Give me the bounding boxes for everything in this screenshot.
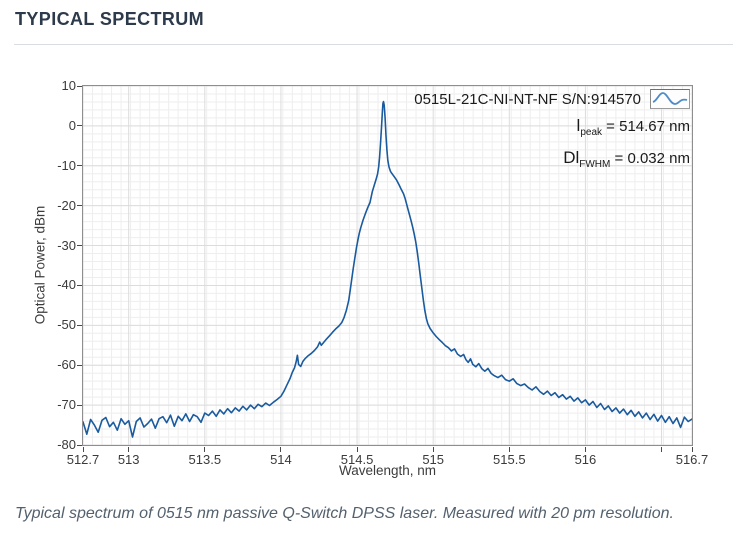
x-tick-label: 514 [270,452,292,467]
x-tick-label: 513.5 [188,452,222,467]
spectrum-curve-icon [652,92,688,105]
annotation-block: 0515L-21C-NI-NT-NF S/N:914570 lpeak = 51… [414,88,690,174]
plot-canvas [83,86,692,445]
spectrum-trace [83,100,692,438]
y-tick-mark [77,205,82,207]
y-tick-mark [77,364,82,366]
x-tick-label: 514.5 [340,452,374,467]
y-tick-label: -20 [57,197,76,213]
y-axis-title: Optical Power, dBm [32,205,48,325]
x-tick-mark [691,447,693,452]
y-tick-mark [77,165,82,167]
y-tick-mark [77,284,82,286]
x-tick-label: 515 [422,452,445,467]
delta-lambda-symbol: Dl [563,148,580,167]
x-tick-mark [356,447,358,452]
y-tick-label: 10 [61,78,76,93]
y-tick-mark [77,444,82,446]
y-tick-mark [77,125,82,127]
x-tick-label: 512.7 [66,452,100,467]
peak-value: = 514.67 nm [602,118,690,135]
y-tick-label: -30 [57,237,76,253]
y-tick-mark [77,85,82,87]
plot-legend-icon[interactable] [650,89,690,109]
fwhm-value: = 0.032 nm [610,150,690,167]
fwhm-readout: DlFWHM = 0.032 nm [414,148,690,174]
x-tick-mark [82,447,84,452]
x-tick-label: 513 [117,452,140,467]
y-tick-mark [77,324,82,326]
x-tick-label: 516 [574,452,597,467]
y-tick-label: 0 [68,117,76,133]
x-tick-mark [584,447,586,452]
x-tick-mark [128,447,130,452]
y-tick-label: -10 [57,157,76,173]
x-tick-label: 516.7 [675,452,709,467]
y-tick-mark [77,245,82,247]
y-tick-mark [77,404,82,406]
y-tick-label: -40 [57,277,76,293]
x-tick-mark [432,447,434,452]
y-tick-label: -80 [57,437,76,452]
fwhm-subscript: FWHM [579,159,611,170]
x-tick-mark [280,447,282,452]
peak-subscript: peak [580,127,603,138]
y-tick-label: -60 [57,357,76,373]
x-axis-title: Wavelength, nm [338,463,437,478]
x-tick-label: 515.5 [493,452,526,467]
peak-wavelength-readout: lpeak = 514.67 nm [414,116,690,142]
y-tick-label: -50 [57,317,76,333]
x-tick-mark [661,447,663,452]
section-divider [14,44,733,45]
plot-area [82,85,693,446]
section-title: TYPICAL SPECTRUM [15,9,205,29]
x-tick-mark [508,447,510,452]
x-tick-mark [204,447,206,452]
figure-caption: Typical spectrum of 0515 nm passive Q-Sw… [15,505,674,522]
y-tick-label: -70 [57,397,76,413]
lambda-symbol: l [576,116,581,135]
model-serial-label: 0515L-21C-NI-NT-NF S/N:914570 [414,90,641,108]
